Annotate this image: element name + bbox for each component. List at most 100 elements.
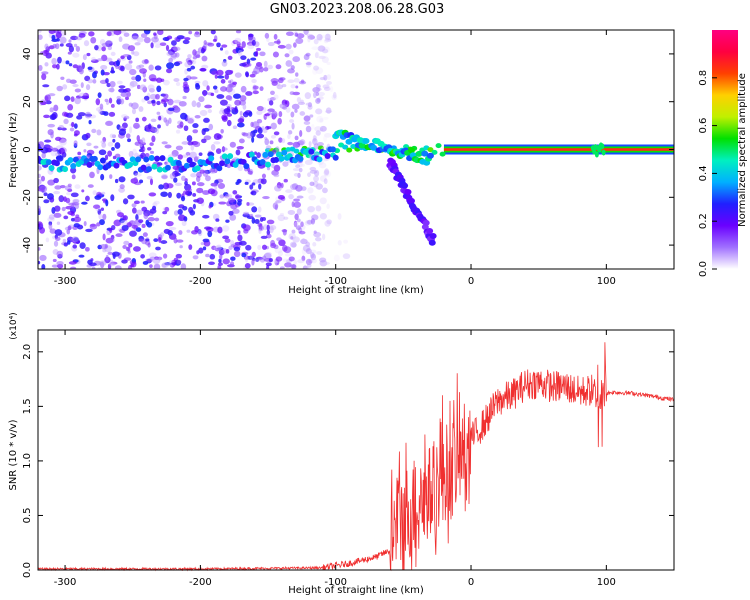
noise-blob [187, 187, 192, 192]
y-tick-label: -20 [22, 189, 33, 205]
noise-blob [86, 52, 91, 57]
noise-blob [186, 67, 192, 72]
noise-blob [104, 154, 109, 161]
noise-blob [190, 144, 195, 151]
noise-blob [159, 42, 167, 47]
x-tick-label: -300 [54, 276, 77, 287]
noise-blob [251, 206, 258, 213]
noise-blob [204, 104, 213, 109]
noise-blob [197, 229, 203, 237]
noise-blob [41, 71, 49, 75]
noise-blob [271, 163, 275, 169]
noise-blob [228, 80, 232, 84]
band-blob [332, 154, 339, 161]
noise-blob [148, 192, 157, 197]
noise-blob [154, 44, 161, 49]
noise-blob [131, 102, 139, 110]
noise-blob [219, 254, 223, 260]
noise-blob [221, 44, 228, 48]
noise-blob [143, 37, 151, 44]
noise-blob [305, 125, 312, 133]
noise-blob [158, 184, 164, 190]
noise-blob [276, 84, 283, 90]
noise-blob [203, 117, 210, 123]
noise-blob [174, 52, 180, 58]
noise-blob [242, 111, 249, 118]
noise-blob [138, 219, 144, 224]
snr-plot-area [37, 342, 674, 572]
noise-blob [53, 212, 62, 218]
noise-blob [305, 62, 312, 66]
noise-blob [299, 139, 306, 146]
noise-blob [262, 255, 267, 261]
noise-blob [180, 195, 186, 202]
noise-blob [102, 248, 107, 253]
noise-blob [175, 129, 181, 134]
noise-blob [318, 55, 326, 60]
noise-blob [176, 239, 184, 243]
noise-blob [149, 178, 154, 186]
noise-blob [123, 32, 130, 37]
noise-blob [55, 31, 62, 39]
noise-blob [240, 55, 247, 61]
noise-blob [55, 155, 63, 160]
noise-blob [204, 226, 212, 230]
noise-blob [41, 264, 46, 269]
noise-blob [135, 117, 140, 122]
noise-blob [249, 254, 254, 260]
noise-blob [123, 240, 130, 246]
noise-blob [229, 70, 234, 74]
noise-blob [307, 37, 311, 43]
colorbar-label: Normalized spectral amplitude [737, 73, 748, 227]
noise-blob [215, 248, 220, 252]
noise-blob [228, 245, 233, 250]
noise-blob [116, 80, 123, 85]
noise-blob [118, 85, 126, 89]
noise-blob [202, 89, 207, 97]
noise-blob [100, 173, 105, 181]
noise-blob [122, 53, 130, 58]
noise-blob [177, 154, 183, 160]
noise-blob [269, 226, 274, 233]
noise-blob [237, 230, 241, 235]
noise-blob [202, 43, 208, 49]
noise-blob [160, 232, 165, 237]
noise-blob [91, 59, 99, 64]
noise-blob [323, 86, 331, 92]
noise-blob [121, 114, 128, 119]
noise-blob [163, 228, 171, 234]
noise-blob [63, 215, 69, 220]
noise-blob [111, 134, 117, 139]
noise-blob [88, 31, 95, 37]
noise-blob [293, 259, 297, 266]
noise-blob [270, 90, 275, 95]
noise-blob [272, 112, 277, 119]
noise-blob [88, 119, 92, 125]
noise-blob [301, 248, 307, 255]
noise-blob [235, 149, 241, 156]
noise-blob [216, 69, 224, 76]
noise-blob [42, 84, 50, 88]
noise-blob [297, 101, 306, 106]
noise-blob [276, 237, 282, 242]
noise-blob [201, 55, 208, 62]
noise-blob [288, 195, 295, 199]
noise-blob [238, 240, 247, 246]
noise-blob [208, 123, 214, 131]
noise-blob [51, 147, 59, 152]
noise-blob [224, 50, 229, 55]
noise-blob [312, 68, 318, 75]
noise-blob [293, 201, 302, 208]
noise-blob [239, 62, 247, 67]
noise-blob [192, 123, 199, 129]
noise-blob [301, 238, 306, 244]
noise-blob [295, 72, 299, 77]
noise-blob [107, 58, 112, 62]
noise-blob [322, 46, 330, 54]
noise-blob [154, 217, 160, 222]
band-blob [67, 157, 74, 164]
noise-blob [193, 31, 201, 38]
noise-blob [287, 134, 291, 140]
noise-blob [86, 142, 92, 147]
